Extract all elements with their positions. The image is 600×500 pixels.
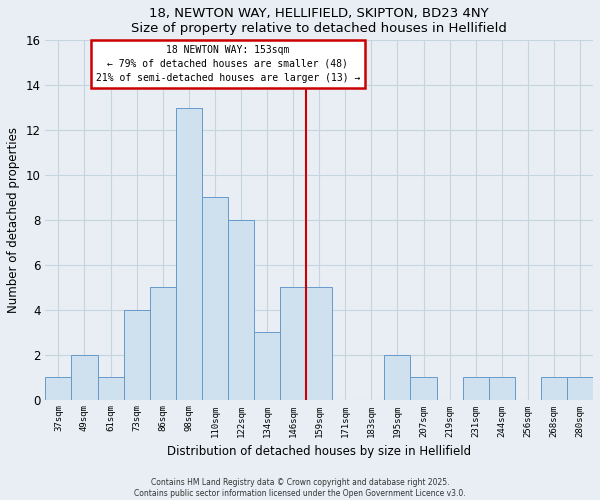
- Bar: [98, 377, 124, 400]
- Bar: [176, 108, 202, 400]
- Text: Contains HM Land Registry data © Crown copyright and database right 2025.
Contai: Contains HM Land Registry data © Crown c…: [134, 478, 466, 498]
- Bar: [124, 310, 149, 400]
- Bar: [46, 377, 71, 400]
- Bar: [306, 288, 332, 400]
- Text: 18 NEWTON WAY: 153sqm
← 79% of detached houses are smaller (48)
21% of semi-deta: 18 NEWTON WAY: 153sqm ← 79% of detached …: [96, 45, 360, 83]
- Y-axis label: Number of detached properties: Number of detached properties: [7, 127, 20, 313]
- Bar: [567, 377, 593, 400]
- Bar: [149, 288, 176, 400]
- Bar: [280, 288, 306, 400]
- Bar: [385, 354, 410, 400]
- Bar: [228, 220, 254, 400]
- Bar: [489, 377, 515, 400]
- Bar: [71, 354, 98, 400]
- Bar: [202, 198, 228, 400]
- Title: 18, NEWTON WAY, HELLIFIELD, SKIPTON, BD23 4NY
Size of property relative to detac: 18, NEWTON WAY, HELLIFIELD, SKIPTON, BD2…: [131, 7, 507, 35]
- X-axis label: Distribution of detached houses by size in Hellifield: Distribution of detached houses by size …: [167, 445, 471, 458]
- Bar: [463, 377, 489, 400]
- Bar: [541, 377, 567, 400]
- Bar: [254, 332, 280, 400]
- Bar: [410, 377, 437, 400]
